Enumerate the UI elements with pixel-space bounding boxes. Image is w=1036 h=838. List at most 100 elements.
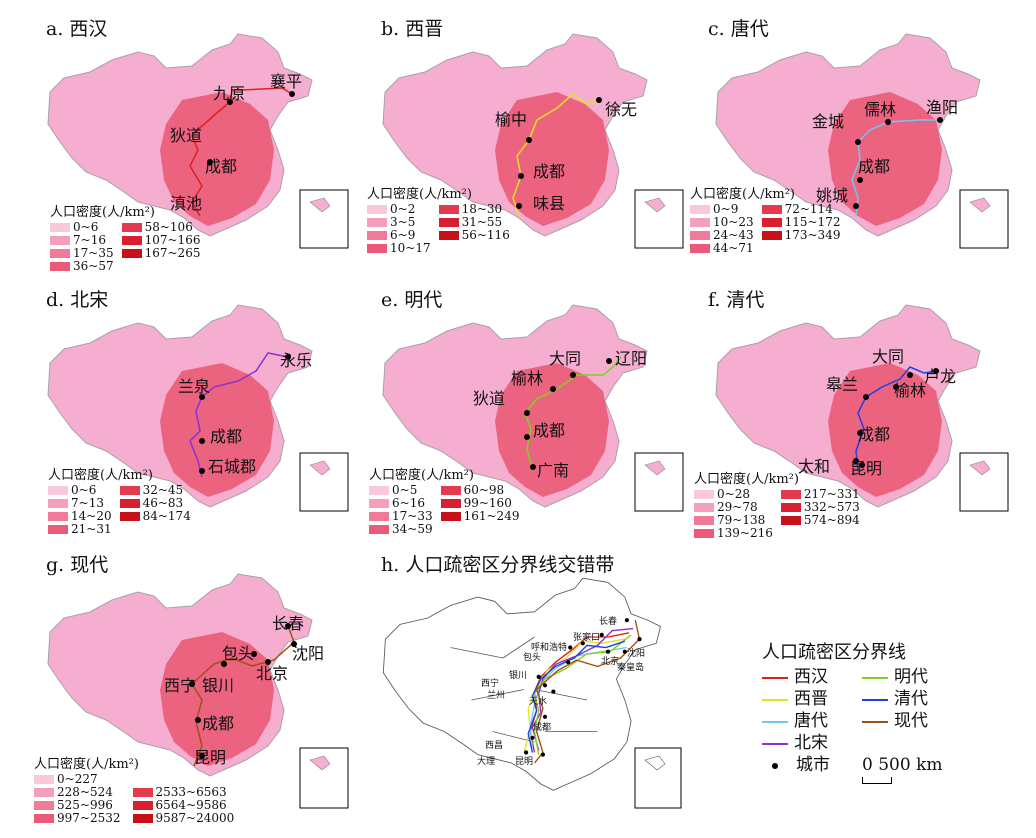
legend-label: 0~227 <box>57 771 98 786</box>
legend-label: 58~106 <box>144 219 193 234</box>
city-marker <box>524 618 642 757</box>
china-map <box>47 573 349 809</box>
legend-title: 人口密度(人/km²) <box>690 187 795 202</box>
legend-label: 46~83 <box>142 495 184 510</box>
density-legend: 人口密度(人/km²) 0~6 7~16 17~35 36~57 58~106 … <box>50 206 200 272</box>
city-label: 张家口 <box>573 633 601 643</box>
city-label: 九原 <box>213 84 246 103</box>
city-label: 沈阳 <box>292 644 325 663</box>
panel-qing: f. 清代 大同 卢龙 皋兰 榆林 成都 太和 昆明 人口密度(人/km²) 0… <box>690 283 1020 545</box>
city-marker <box>189 623 297 759</box>
city-label: 皋兰 <box>826 375 859 394</box>
legend-label: 84~174 <box>142 508 191 523</box>
city-label: 大理 <box>477 757 496 767</box>
city-label: 狄道 <box>473 389 506 408</box>
city-marker <box>207 91 295 165</box>
panel-xiandai: g. 现代 长春 包头 沈阳 西宁 银川 北京 成都 昆明 人口密度(人/km²… <box>30 548 350 833</box>
city-label: 西宁 <box>164 676 197 695</box>
city-label: 石城郡 <box>208 457 257 476</box>
density-legend: 人口密度(人/km²) 0~28 29~78 79~138 139~216 21… <box>694 473 860 539</box>
panel-xihan: a. 西汉 九原 襄平 狄道 成都 滇池 人口密度(人/km²) 0~6 7~1… <box>30 10 350 280</box>
legend-title: 人口密度(人/km²) <box>367 187 472 202</box>
legend-label: 31~55 <box>461 214 503 229</box>
legend-title: 人口密度(人/km²) <box>48 468 153 483</box>
legend-label: 997~2532 <box>57 810 121 825</box>
city-label: 滇池 <box>170 194 203 213</box>
legend-label: 115~172 <box>784 214 841 229</box>
city-label: 昆明 <box>850 459 883 478</box>
legend-label: 228~524 <box>57 784 113 799</box>
density-legend: 人口密度(人/km²) 0~227 228~524 525~996 997~25… <box>34 758 234 824</box>
legend-label: 0~28 <box>717 486 750 501</box>
legend-label: 44~71 <box>713 240 754 255</box>
scale-bar-graphic <box>862 777 892 784</box>
density-legend: 人口密度(人/km²) 0~2 3~5 6~9 10~17 18~30 31~5… <box>367 188 510 254</box>
city-label: 成都 <box>533 162 566 181</box>
legend-label: 9587~24000 <box>155 810 235 825</box>
legend-label: 36~57 <box>73 258 114 273</box>
city-marker <box>853 117 943 209</box>
legend-label: 29~78 <box>717 499 758 514</box>
density-legend: 人口密度(人/km²) 0~9 10~23 24~43 44~71 72~114… <box>690 188 840 254</box>
city-label: 昆明 <box>194 748 227 767</box>
legend-label: 2533~6563 <box>155 784 227 799</box>
scale-label: 0 500 km <box>862 755 943 775</box>
legend-label: 161~249 <box>463 508 520 523</box>
city-label: 昆明 <box>515 757 534 767</box>
city-label: 儒林 <box>864 100 897 119</box>
panel-title: g. 现代 <box>46 554 109 576</box>
legend-label: 18~30 <box>461 201 503 216</box>
legend-label: 167~265 <box>144 245 201 260</box>
boundary-legend-label: 北宋 <box>794 733 828 753</box>
city-label: 榆林 <box>894 381 927 400</box>
city-label: 西昌 <box>485 741 504 751</box>
city-label: 长春 <box>599 617 618 627</box>
legend-label: 10~23 <box>713 214 754 229</box>
city-label: 成都 <box>858 157 891 176</box>
legend-label: 99~160 <box>463 495 512 510</box>
boundary-line <box>191 625 295 767</box>
city-label: 太和 <box>798 457 831 476</box>
city-label: 成都 <box>205 157 238 176</box>
legend-label: 56~116 <box>461 227 510 242</box>
panel-title: h. 人口疏密区分界线交错带 <box>381 554 615 576</box>
boundary-line <box>855 366 937 472</box>
city-marker <box>516 97 602 209</box>
city-label: 银川 <box>202 676 235 695</box>
legend-label: 24~43 <box>713 227 754 242</box>
city-label: 成都 <box>202 714 235 733</box>
panel-ming: e. 明代 大同 辽阳 榆林 狄道 成都 广南 人口密度(人/km²) 0~5 … <box>365 283 685 545</box>
legend-label: 10~17 <box>390 240 431 255</box>
panel-beisong: d. 北宋 永乐 兰泉 成都 石城郡 人口密度(人/km²) 0~6 7~13 … <box>30 283 350 545</box>
city-label: 姚城 <box>816 186 849 205</box>
panel-boundary-belt: h. 人口疏密区分界线交错带 长春 张家口 呼和浩特 包头 沈阳 西宁 兰州 银… <box>365 548 685 833</box>
city-legend-label: 城市 <box>796 755 830 775</box>
city-label: 永乐 <box>280 351 313 370</box>
city-label: 金城 <box>812 112 845 131</box>
city-label: 成都 <box>858 425 891 444</box>
city-label: 包头 <box>523 653 542 663</box>
boundary-legend-label: 清代 <box>894 689 928 709</box>
boundary-legend-label: 西汉 <box>794 667 828 687</box>
boundary-line <box>512 93 600 217</box>
legend-label: 574~894 <box>803 512 860 527</box>
city-marker <box>853 368 939 468</box>
legend-label: 0~6 <box>71 482 97 497</box>
city-label: 北京 <box>601 657 620 667</box>
legend-title: 人口密度(人/km²) <box>50 205 155 220</box>
city-label: 榆中 <box>495 110 528 129</box>
density-legend: 人口密度(人/km²) 0~5 6~16 17~33 34~59 60~98 9… <box>369 469 519 535</box>
panel-xijin: b. 西晋 榆中 徐无 成都 味县 人口密度(人/km²) 0~2 3~5 6~… <box>365 10 685 280</box>
china-map <box>382 33 684 249</box>
city-dot-icon <box>772 762 778 769</box>
panel-title: f. 清代 <box>708 289 765 311</box>
panel-title: b. 西晋 <box>381 18 444 40</box>
boundary-legend: 人口疏密区分界线 西汉 明代 西晋 清代 唐代 现代 北宋 城市 <box>762 642 952 776</box>
city-label: 西宁 <box>481 679 500 689</box>
legend-label: 0~2 <box>390 201 416 216</box>
legend-title: 人口密度(人/km²) <box>369 468 474 483</box>
city-label: 沈阳 <box>627 649 646 659</box>
panel-title: a. 西汉 <box>46 18 108 40</box>
legend-label: 60~98 <box>463 482 505 497</box>
legend-label: 21~31 <box>71 521 112 536</box>
